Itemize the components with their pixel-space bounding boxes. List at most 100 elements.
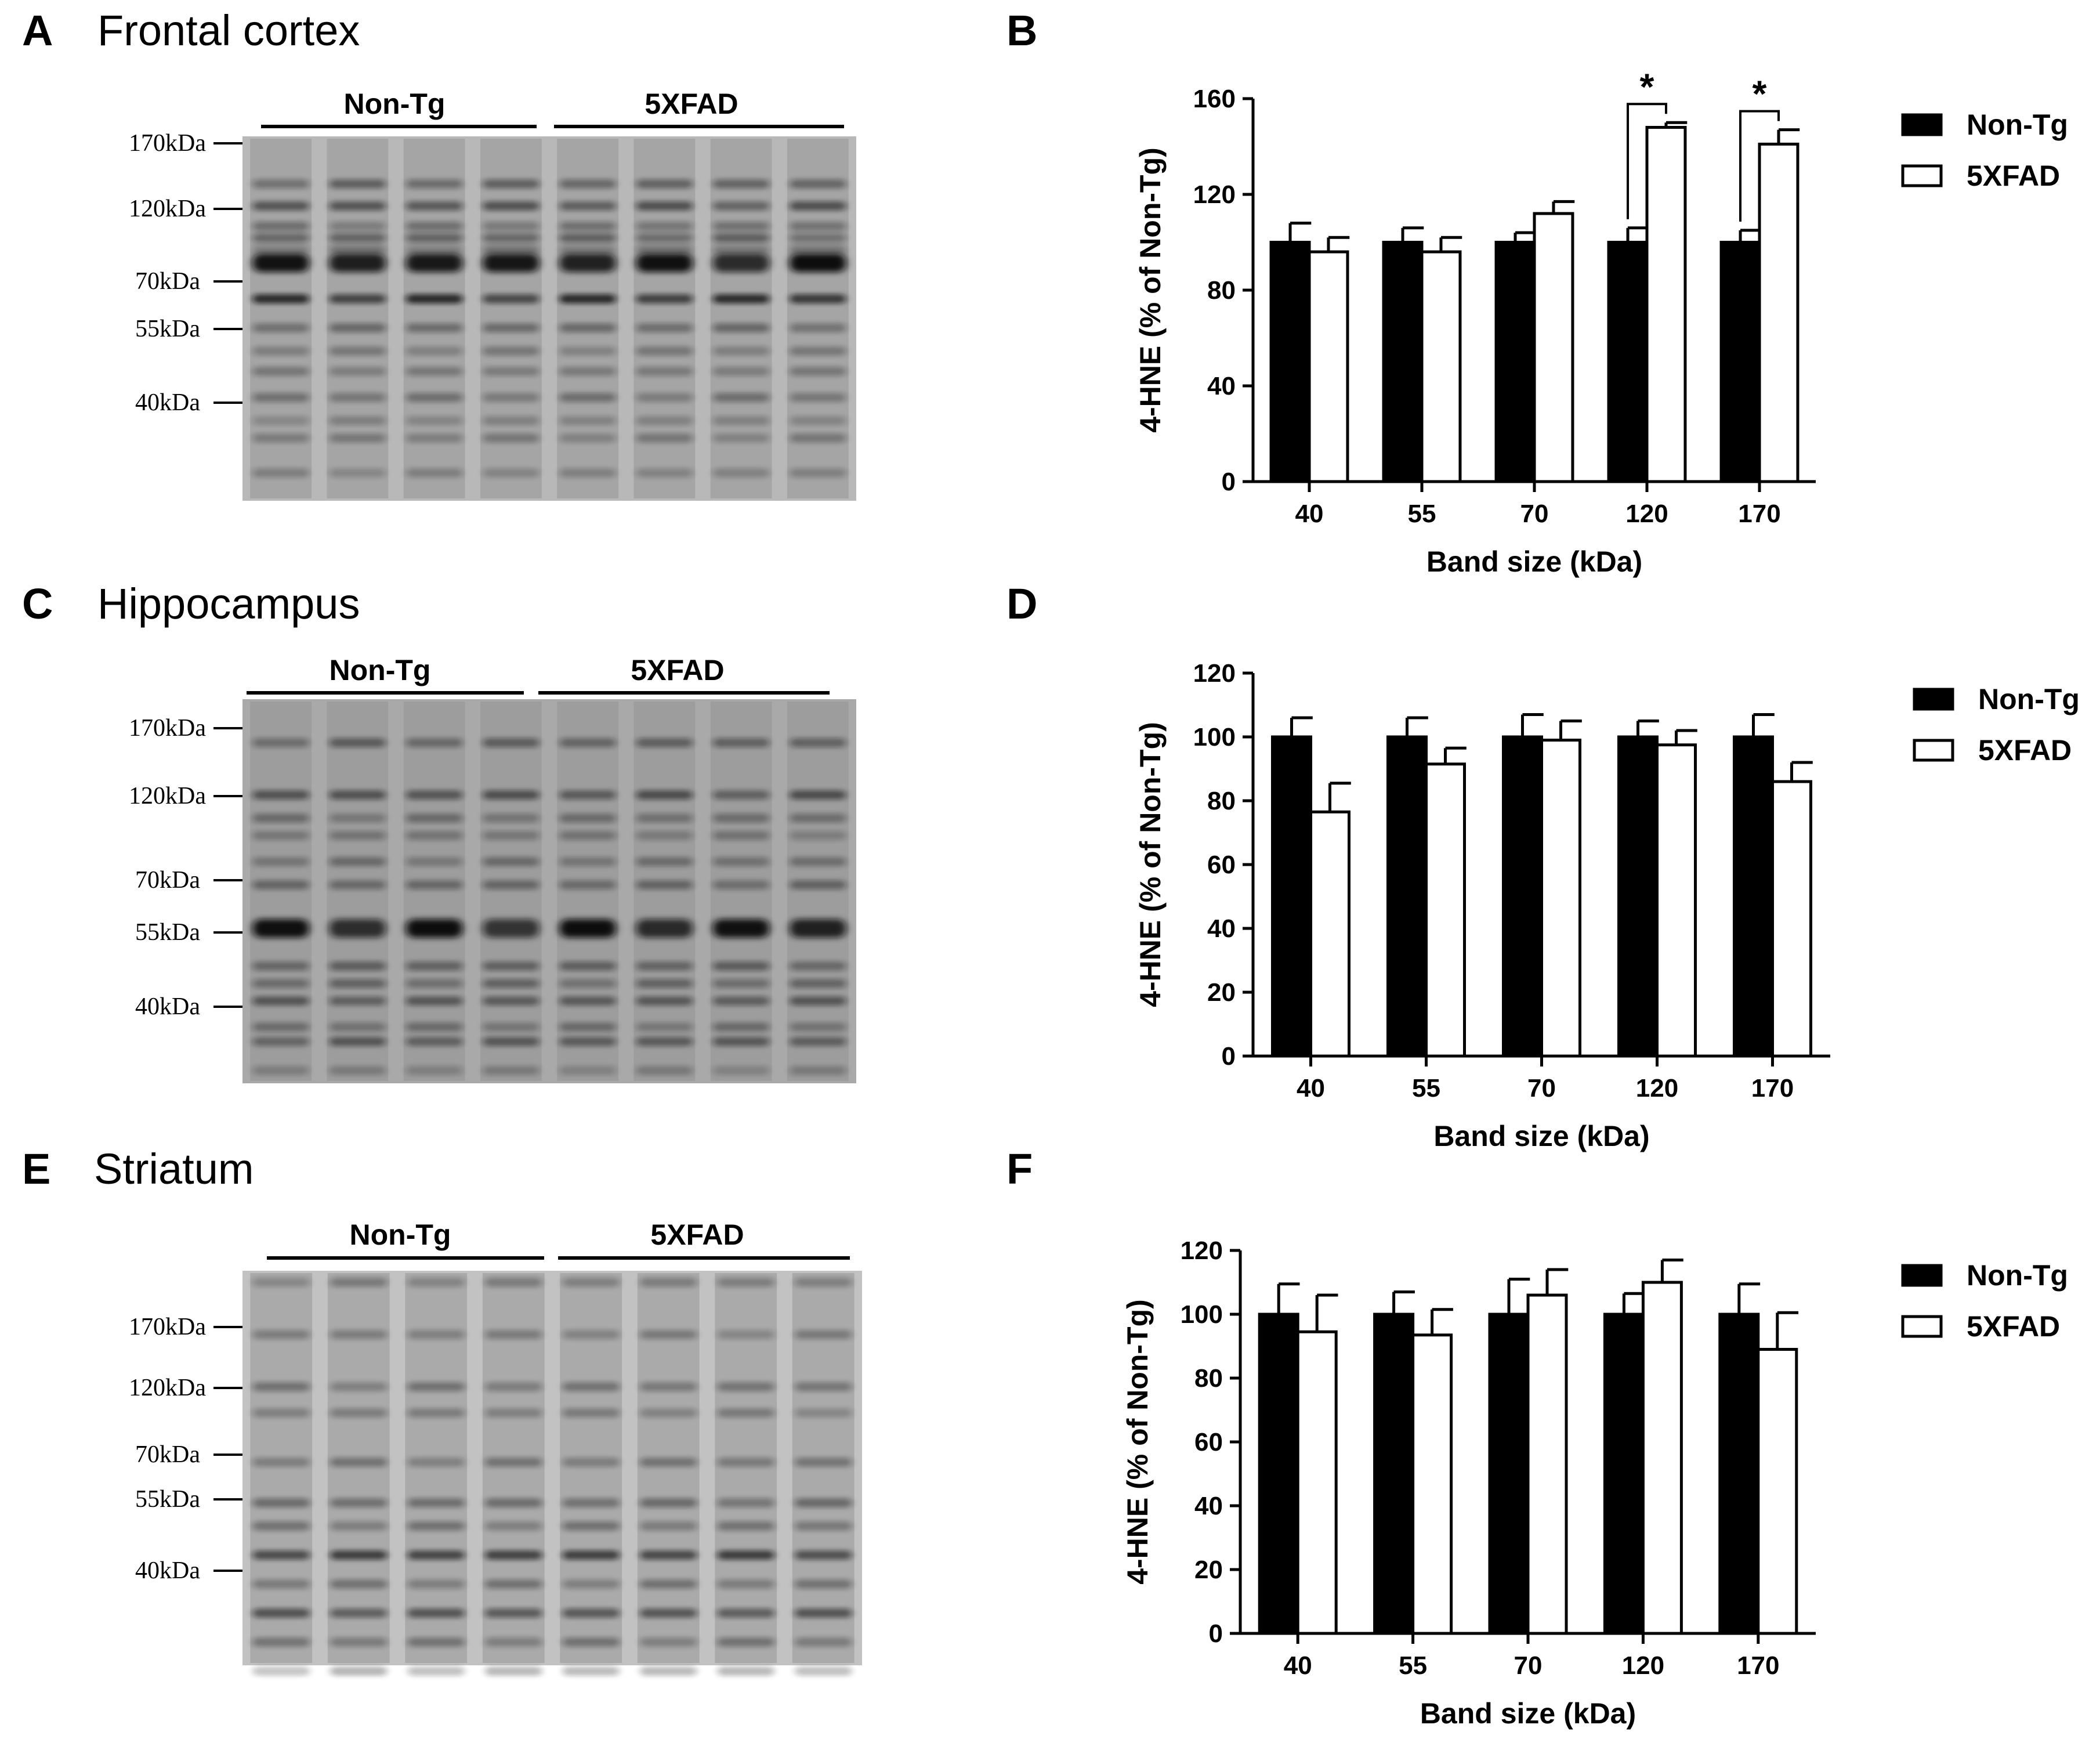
blot-band (790, 416, 846, 425)
y-tick-label: 20 (1207, 978, 1236, 1007)
blot-band (483, 961, 540, 971)
blot-band (483, 393, 540, 402)
blot-band (329, 201, 386, 211)
marker-label-120kda: 120kDa (129, 783, 206, 809)
blot-band (252, 294, 309, 303)
blot-band (712, 880, 770, 890)
bar-non-tg (1386, 735, 1428, 1058)
blot-band (330, 1608, 388, 1618)
blot-band (407, 1458, 465, 1467)
bar-non-tg (1382, 241, 1424, 483)
blot-band (407, 1608, 465, 1618)
y-tick-label: 40 (1194, 1492, 1223, 1520)
x-tick-label: 120 (1625, 500, 1668, 528)
blot-band (407, 1666, 465, 1676)
blot-band (790, 979, 846, 988)
y-axis-title: 4-HNE (% of Non-Tg) (1134, 722, 1167, 1007)
blot-band (483, 254, 540, 272)
blot-band (636, 961, 693, 971)
blot-band (483, 323, 540, 332)
blot-band (252, 179, 309, 189)
y-tick-label: 120 (1193, 180, 1236, 209)
marker-label-40kda: 40kDa (135, 1557, 200, 1584)
blot-band (795, 1521, 852, 1531)
blot-band (485, 1666, 542, 1676)
blot-band (329, 790, 386, 800)
bar-non-tg (1603, 1313, 1645, 1635)
blot-band (717, 1330, 774, 1339)
blot-band (712, 919, 770, 938)
blot-band (559, 393, 616, 402)
y-tick-label: 20 (1194, 1556, 1223, 1584)
blot-band (790, 254, 846, 272)
blot-band (252, 1066, 309, 1075)
blot-band (795, 1550, 852, 1560)
blot-band (640, 1608, 697, 1618)
blot-band (712, 416, 770, 425)
bar-5xfad (1425, 762, 1466, 1058)
blot-membrane (242, 699, 856, 1083)
blot-band (405, 323, 463, 332)
blot-band (329, 919, 386, 938)
blot-band (483, 880, 540, 890)
blot-band (329, 831, 386, 840)
blot-band (790, 996, 846, 1006)
panel-letter-a: A (22, 6, 53, 55)
blot-band (712, 1037, 770, 1046)
blot-band (636, 222, 693, 231)
blot-band (407, 1330, 465, 1339)
x-axis-title: Band size (kDa) (1420, 1697, 1636, 1730)
blot-band (407, 1382, 465, 1391)
blot-band (330, 1579, 388, 1589)
blot-band (405, 179, 463, 189)
blot-band (330, 1278, 388, 1287)
blot-band (790, 738, 846, 747)
blot-band (252, 1037, 309, 1046)
y-axis-title: 4-HNE (% of Non-Tg) (1134, 147, 1167, 433)
blot-band (559, 961, 616, 971)
blot-band (483, 979, 540, 988)
blot-band (252, 1022, 309, 1032)
blot-band (405, 201, 463, 211)
blot-band (485, 1408, 542, 1418)
blot-band (405, 880, 463, 890)
legend-swatch-non-tg (1901, 113, 1943, 136)
blot-band (712, 367, 770, 376)
blot-band (636, 468, 693, 478)
x-tick-label: 40 (1295, 500, 1324, 528)
blot-band (329, 1066, 386, 1075)
panel-letter: F (1006, 1145, 1033, 1193)
blot-band (636, 393, 693, 402)
blot-band (559, 979, 616, 988)
blot-title: Striatum (94, 1145, 254, 1193)
blot-band (252, 1408, 310, 1418)
blot-band (252, 245, 309, 254)
blot-band (790, 346, 846, 356)
bar-non-tg (1607, 241, 1649, 483)
blot-band (712, 857, 770, 866)
blot-band (252, 1382, 310, 1391)
blot-band (559, 738, 616, 747)
blot-panel-frontal-cortex: A Frontal cortex Non-Tg 5XFAD 170kDa 120… (22, 6, 856, 501)
blot-band (483, 831, 540, 840)
blot-band (330, 1521, 388, 1531)
blot-band (329, 294, 386, 303)
blot-band (636, 245, 693, 254)
blot-band (559, 233, 616, 243)
blot-band (790, 367, 846, 376)
blot-band (717, 1278, 774, 1287)
bar-5xfad (1533, 212, 1574, 483)
blot-band (559, 346, 616, 356)
blot-band (329, 1037, 386, 1046)
blot-band (636, 1022, 693, 1032)
blot-band (329, 393, 386, 402)
blot-band (640, 1666, 697, 1676)
blot-band (712, 254, 770, 272)
y-tick-label: 0 (1222, 468, 1236, 496)
blot-band (712, 179, 770, 189)
blot-band (640, 1458, 697, 1467)
blot-lane (250, 139, 312, 498)
marker-label-55kda: 55kDa (135, 919, 200, 946)
blot-band (790, 179, 846, 189)
